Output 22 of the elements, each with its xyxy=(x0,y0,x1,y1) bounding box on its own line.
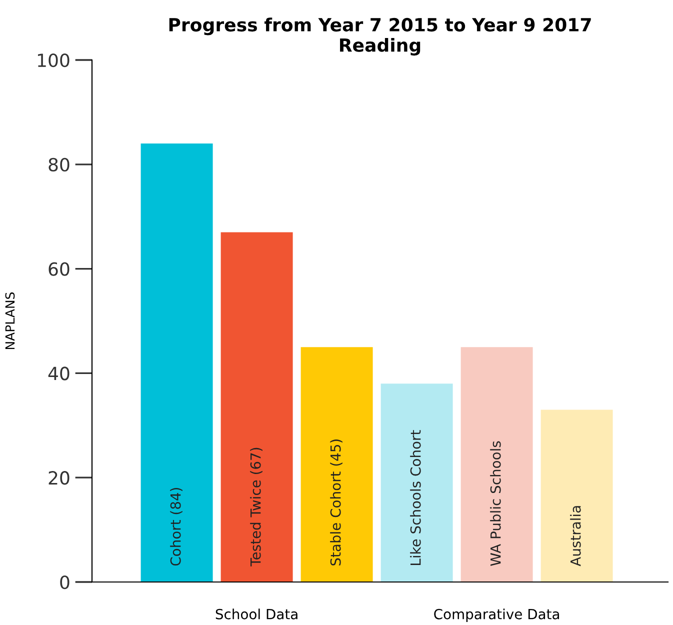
y-tick-label: 100 xyxy=(38,53,70,68)
x-tick-label: Stable Cohort (45) xyxy=(330,440,342,566)
text: School Data xyxy=(216,608,298,620)
bar xyxy=(460,347,533,582)
x-tick-label: Australia xyxy=(570,506,581,566)
y-tick-label: 0 xyxy=(60,575,70,590)
y-tick-label: 60 xyxy=(48,262,70,276)
y-axis-title: NAPLANS xyxy=(5,292,15,350)
text: Comparative Data xyxy=(434,608,559,622)
y-tick-label: 40 xyxy=(48,366,70,380)
bar xyxy=(540,410,613,582)
y-tick-label: 80 xyxy=(48,158,70,172)
x-tick-label: WA Public Schools xyxy=(490,441,501,566)
x-tick-label: Cohort (84) xyxy=(170,488,182,566)
bar xyxy=(140,144,213,582)
bar xyxy=(300,347,373,582)
chart-title: Progress from Year 7 2015 to Year 9 2017 Reading xyxy=(169,18,591,56)
bar xyxy=(380,384,453,582)
bar xyxy=(220,232,293,582)
y-tick-label: 20 xyxy=(48,471,70,485)
x-tick-label: Tested Twice (67) xyxy=(250,448,262,566)
x-tick-label: Like Schools Cohort xyxy=(410,430,421,565)
